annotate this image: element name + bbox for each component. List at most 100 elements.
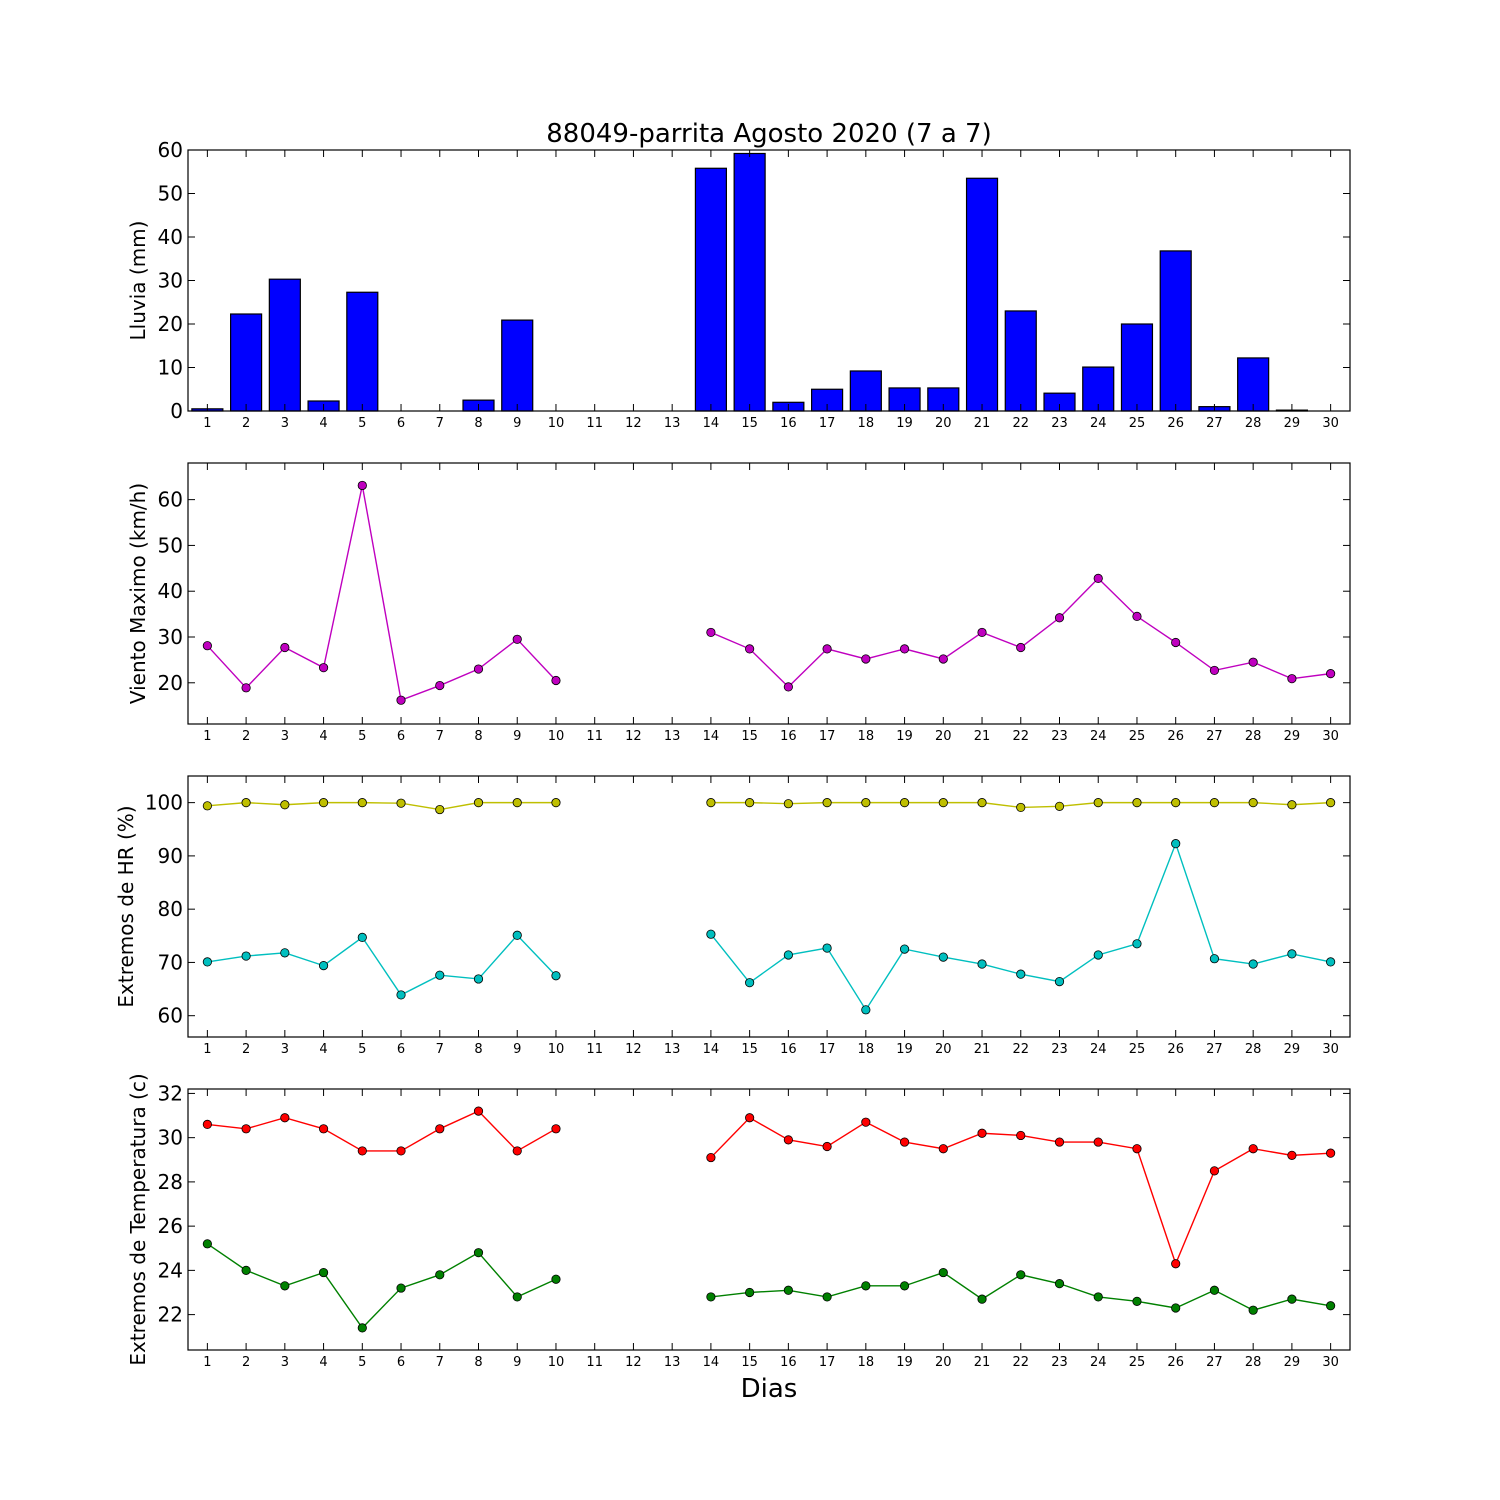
- series-2-point-day-19: [899, 1281, 910, 1291]
- x-tick-label: 14: [703, 1042, 720, 1057]
- bar-day-15: [733, 152, 766, 412]
- series-1-point-day-2: [241, 1124, 251, 1134]
- series-1-point-day-7: [435, 1124, 445, 1134]
- x-tick-label: 23: [1051, 729, 1068, 744]
- x-tick-label: 7: [436, 416, 444, 431]
- series-2-point-day-25: [1132, 1296, 1142, 1306]
- series-1-line-1: [207, 1110, 557, 1152]
- series-1-point-day-3: [280, 800, 290, 810]
- series-1-point-day-29: [1287, 800, 1297, 810]
- series-2-point-day-29: [1287, 1294, 1297, 1304]
- x-tick-label: 19: [896, 416, 913, 431]
- x-tick-label: 29: [1284, 729, 1301, 744]
- x-tick-label: 27: [1206, 416, 1223, 431]
- x-tick-label: 29: [1284, 1042, 1301, 1057]
- series-1-point-day-20: [938, 798, 948, 808]
- bar-day-9: [501, 319, 534, 412]
- bar-day-26: [1159, 250, 1192, 412]
- x-tick-label: 28: [1245, 729, 1262, 744]
- series-2-point-day-24: [1093, 950, 1103, 960]
- y-tick-label: 100: [145, 791, 183, 815]
- x-tick-label: 1: [203, 416, 211, 431]
- x-tick-label: 9: [513, 1355, 521, 1370]
- x-tick-label: 14: [703, 1355, 720, 1370]
- x-tick-label: 22: [1012, 1355, 1029, 1370]
- series-1-point-day-28: [1248, 1144, 1258, 1154]
- series-2-point-day-23: [1054, 976, 1065, 987]
- series-1-point-day-8: [473, 1106, 484, 1116]
- series-2-point-day-19: [899, 944, 910, 954]
- series-1-point-day-17: [822, 798, 832, 808]
- series-2-point-day-10: [551, 971, 561, 981]
- y-axis-label: Viento Maximo (km/h): [126, 483, 150, 704]
- x-tick-label: 30: [1322, 1042, 1339, 1057]
- series-2-point-day-1: [202, 1239, 212, 1249]
- x-tick-label: 8: [474, 1042, 482, 1057]
- series-2-point-day-14: [706, 1292, 716, 1302]
- x-tick-label: 18: [858, 729, 875, 744]
- series-2-point-day-18: [861, 1281, 871, 1291]
- series-2-point-day-2: [241, 951, 251, 961]
- series-1-point-day-27: [1209, 798, 1220, 808]
- x-tick-label: 20: [935, 1042, 952, 1057]
- y-tick-label: 20: [158, 312, 183, 336]
- x-tick-label: 4: [319, 729, 327, 744]
- series-1-point-day-15: [745, 1113, 755, 1123]
- series-1-point-day-4: [318, 1124, 329, 1134]
- series-2-point-day-21: [977, 959, 987, 969]
- x-tick-label: 4: [319, 1355, 327, 1370]
- series-1-point-day-4: [318, 663, 329, 673]
- series-2-point-day-15: [745, 978, 755, 988]
- x-tick-label: 29: [1284, 1355, 1301, 1370]
- x-tick-label: 5: [358, 1042, 366, 1057]
- x-tick-label: 15: [741, 1042, 758, 1057]
- series-1-point-day-1: [202, 801, 212, 811]
- x-tick-label: 4: [319, 1042, 327, 1057]
- x-tick-label: 23: [1051, 416, 1068, 431]
- series-1-point-day-21: [977, 627, 987, 638]
- series-1-point-day-29: [1287, 1150, 1297, 1160]
- x-tick-label: 11: [586, 729, 603, 744]
- series-1-line-2: [710, 577, 1331, 688]
- x-tick-label: 21: [974, 1042, 991, 1057]
- y-tick-label: 60: [158, 1004, 183, 1028]
- series-1-point-day-9: [512, 634, 522, 644]
- series-1-point-day-17: [822, 644, 832, 654]
- y-tick-label: 0: [170, 399, 183, 423]
- series-2-point-day-21: [977, 1294, 987, 1304]
- x-tick-label: 11: [586, 416, 603, 431]
- y-tick-label: 30: [158, 269, 183, 293]
- series-1-point-day-16: [783, 799, 793, 809]
- series-1-point-day-18: [861, 798, 871, 808]
- x-tick-label: 19: [896, 729, 913, 744]
- series-1-point-day-25: [1132, 611, 1142, 621]
- x-tick-label: 3: [281, 1042, 289, 1057]
- series-1-point-day-15: [745, 644, 755, 654]
- x-tick-label: 12: [625, 416, 642, 431]
- chart-title: 88049-parrita Agosto 2020 (7 a 7): [546, 119, 991, 149]
- series-1-point-day-28: [1248, 798, 1258, 808]
- x-tick-label: 15: [741, 729, 758, 744]
- x-tick-label: 7: [436, 1042, 444, 1057]
- series-2-point-day-6: [396, 990, 406, 1000]
- series-2-point-day-28: [1248, 959, 1258, 969]
- series-1-point-day-19: [899, 798, 910, 808]
- plot-frame: [187, 462, 1351, 725]
- x-tick-label: 27: [1206, 729, 1223, 744]
- series-2-point-day-4: [318, 961, 329, 971]
- series-1-line-1: [207, 801, 556, 811]
- x-tick-label: 13: [664, 729, 681, 744]
- x-tick-label: 12: [625, 1355, 642, 1370]
- series-1-point-day-10: [551, 1124, 561, 1134]
- x-tick-label: 2: [242, 416, 250, 431]
- series-1-point-day-18: [861, 654, 871, 664]
- series-1-point-day-3: [280, 642, 290, 653]
- y-tick-label: 50: [158, 533, 183, 557]
- x-tick-label: 10: [548, 416, 565, 431]
- series-2-line-1: [206, 1243, 557, 1329]
- y-tick-label: 60: [158, 138, 183, 162]
- y-tick-label: 32: [158, 1081, 183, 1105]
- x-tick-label: 28: [1245, 416, 1262, 431]
- series-1-point-day-1: [202, 641, 212, 651]
- x-tick-label: 18: [858, 1355, 875, 1370]
